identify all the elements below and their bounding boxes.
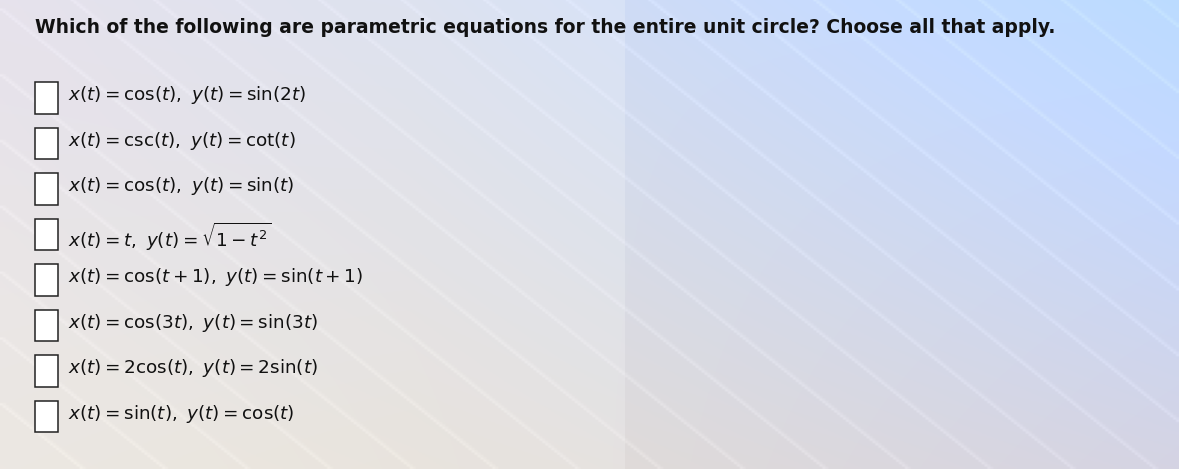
Text: $x(t) = \sin(t),\ y(t) = \cos(t)$: $x(t) = \sin(t),\ y(t) = \cos(t)$ xyxy=(68,403,295,425)
Bar xyxy=(35,82,58,114)
Text: $x(t) = \cos(3t),\ y(t) = \sin(3t)$: $x(t) = \cos(3t),\ y(t) = \sin(3t)$ xyxy=(68,312,318,334)
Text: $x(t) = \cos(t + 1),\ y(t) = \sin(t + 1)$: $x(t) = \cos(t + 1),\ y(t) = \sin(t + 1)… xyxy=(68,266,363,288)
Text: Which of the following are parametric equations for the entire unit circle? Choo: Which of the following are parametric eq… xyxy=(35,18,1055,37)
Bar xyxy=(35,401,58,432)
Bar xyxy=(35,173,58,205)
Text: $x(t) = \csc(t),\ y(t) = \cot(t)$: $x(t) = \csc(t),\ y(t) = \cot(t)$ xyxy=(68,130,296,152)
Bar xyxy=(0,0,625,469)
Bar xyxy=(35,128,58,159)
Bar xyxy=(35,219,58,250)
Bar xyxy=(35,264,58,296)
Text: $x(t) = 2\cos(t),\ y(t) = 2\sin(t)$: $x(t) = 2\cos(t),\ y(t) = 2\sin(t)$ xyxy=(68,357,318,379)
Bar xyxy=(35,310,58,341)
Text: $x(t) = \cos(t),\ y(t) = \sin(2t)$: $x(t) = \cos(t),\ y(t) = \sin(2t)$ xyxy=(68,84,307,106)
Bar xyxy=(35,355,58,387)
Text: $x(t) = t,\ y(t) = \sqrt{1 - t^2}$: $x(t) = t,\ y(t) = \sqrt{1 - t^2}$ xyxy=(68,221,272,253)
Text: $x(t) = \cos(t),\ y(t) = \sin(t)$: $x(t) = \cos(t),\ y(t) = \sin(t)$ xyxy=(68,175,295,197)
